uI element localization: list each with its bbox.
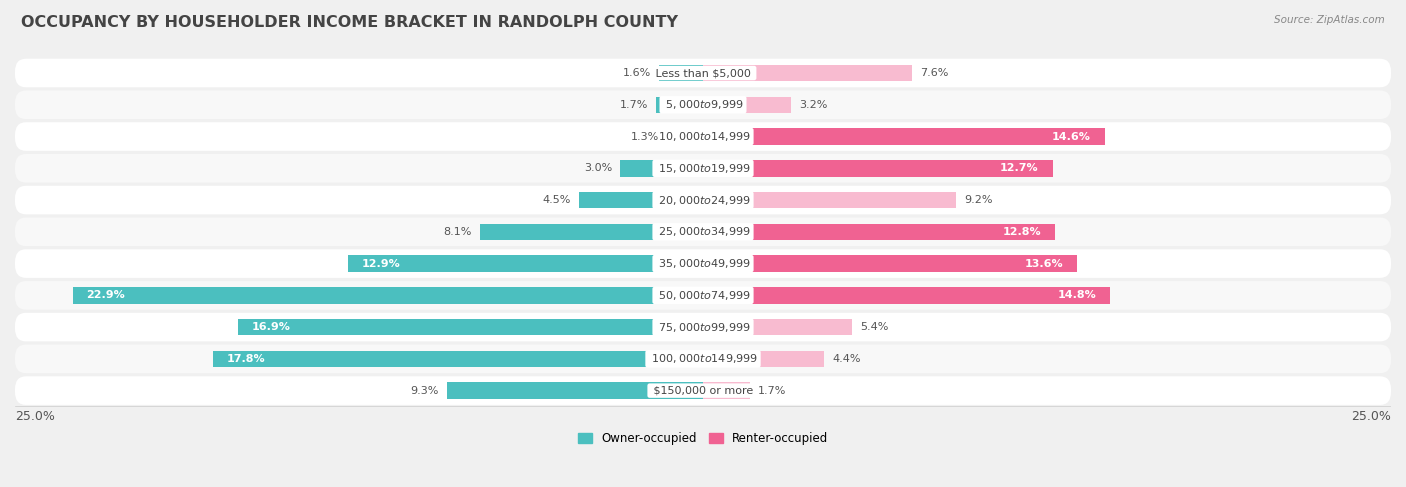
Text: 22.9%: 22.9% [87,290,125,300]
Bar [703,128,1105,145]
FancyBboxPatch shape [15,313,1391,341]
Bar [214,351,703,367]
Text: 9.3%: 9.3% [411,386,439,395]
Text: $10,000 to $14,999: $10,000 to $14,999 [655,130,751,143]
Bar [479,224,703,240]
Bar [668,128,703,145]
Text: 4.5%: 4.5% [543,195,571,205]
Legend: Owner-occupied, Renter-occupied: Owner-occupied, Renter-occupied [572,428,834,450]
Text: 14.6%: 14.6% [1052,131,1091,142]
Text: $50,000 to $74,999: $50,000 to $74,999 [655,289,751,302]
Text: 25.0%: 25.0% [1351,411,1391,423]
Text: $15,000 to $19,999: $15,000 to $19,999 [655,162,751,175]
Text: Less than $5,000: Less than $5,000 [652,68,754,78]
Bar [238,319,703,336]
Bar [703,287,1111,303]
FancyBboxPatch shape [15,218,1391,246]
Text: 12.8%: 12.8% [1002,227,1042,237]
Text: 3.0%: 3.0% [583,163,612,173]
Bar [579,192,703,208]
Text: $75,000 to $99,999: $75,000 to $99,999 [655,320,751,334]
FancyBboxPatch shape [15,91,1391,119]
Text: $25,000 to $34,999: $25,000 to $34,999 [655,225,751,238]
FancyBboxPatch shape [15,281,1391,310]
Bar [659,65,703,81]
Text: $100,000 to $149,999: $100,000 to $149,999 [648,353,758,365]
FancyBboxPatch shape [15,59,1391,87]
Text: 13.6%: 13.6% [1025,259,1063,268]
Text: 25.0%: 25.0% [15,411,55,423]
Text: 12.7%: 12.7% [1000,163,1039,173]
Text: 9.2%: 9.2% [965,195,993,205]
Bar [620,160,703,177]
Text: $35,000 to $49,999: $35,000 to $49,999 [655,257,751,270]
Bar [447,382,703,399]
Text: Source: ZipAtlas.com: Source: ZipAtlas.com [1274,15,1385,25]
FancyBboxPatch shape [15,122,1391,151]
FancyBboxPatch shape [15,376,1391,405]
Text: 7.6%: 7.6% [921,68,949,78]
FancyBboxPatch shape [15,186,1391,214]
Bar [703,192,956,208]
Text: 3.2%: 3.2% [800,100,828,110]
Text: 8.1%: 8.1% [443,227,472,237]
Text: $150,000 or more: $150,000 or more [650,386,756,395]
Text: 4.4%: 4.4% [832,354,860,364]
Text: $5,000 to $9,999: $5,000 to $9,999 [662,98,744,111]
Text: 1.3%: 1.3% [631,131,659,142]
Bar [703,319,852,336]
Text: 14.8%: 14.8% [1057,290,1097,300]
Bar [703,255,1077,272]
Text: 17.8%: 17.8% [226,354,266,364]
Bar [703,65,912,81]
Bar [73,287,703,303]
Bar [349,255,703,272]
Text: 1.7%: 1.7% [758,386,786,395]
Text: $20,000 to $24,999: $20,000 to $24,999 [655,193,751,206]
Text: 16.9%: 16.9% [252,322,291,332]
Text: OCCUPANCY BY HOUSEHOLDER INCOME BRACKET IN RANDOLPH COUNTY: OCCUPANCY BY HOUSEHOLDER INCOME BRACKET … [21,15,678,30]
FancyBboxPatch shape [15,345,1391,373]
Bar [703,224,1056,240]
Text: 5.4%: 5.4% [860,322,889,332]
Text: 12.9%: 12.9% [361,259,401,268]
Bar [703,351,824,367]
Text: 1.7%: 1.7% [620,100,648,110]
FancyBboxPatch shape [15,154,1391,183]
Bar [657,96,703,113]
Text: 1.6%: 1.6% [623,68,651,78]
FancyBboxPatch shape [15,249,1391,278]
Bar [703,160,1053,177]
Bar [703,96,792,113]
Bar [703,382,749,399]
